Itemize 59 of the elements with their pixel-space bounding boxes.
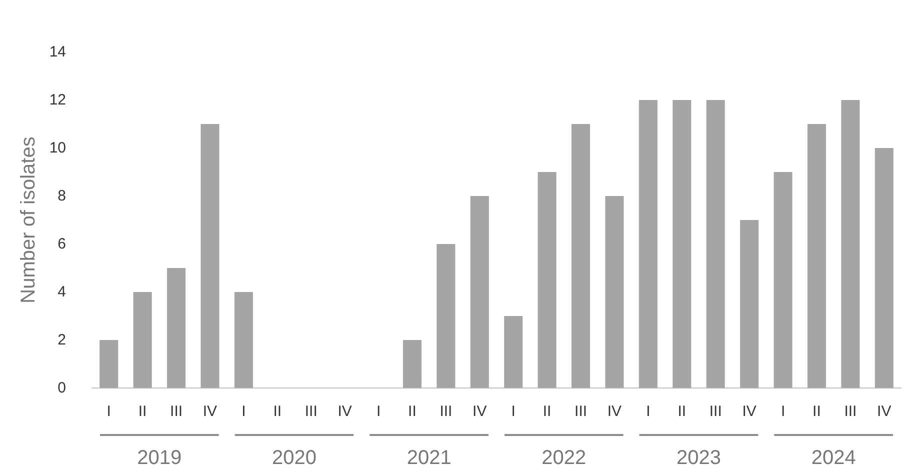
text: 2023 (676, 447, 721, 469)
bar (807, 124, 826, 388)
bar (504, 316, 523, 388)
x-tick-label: IV (472, 403, 487, 420)
bar (436, 244, 456, 388)
x-tick-label: II (138, 403, 147, 420)
x-tick-label: IV (338, 403, 352, 420)
bar (672, 100, 692, 388)
x-tick-label: IV (607, 403, 622, 420)
y-tick-label: 0 (58, 380, 66, 396)
text: 2021 (406, 447, 452, 469)
x-tick-label: III (574, 403, 588, 420)
x-tick-label: II (812, 403, 821, 420)
y-tick-label: 14 (49, 44, 66, 60)
x-tick-label: I (511, 403, 516, 420)
x-tick-label: I (780, 403, 786, 420)
bar (774, 172, 792, 388)
y-tick-label: 4 (58, 284, 66, 300)
bar (638, 100, 658, 388)
y-tick-label: 8 (58, 188, 66, 204)
bar (133, 292, 152, 388)
x-tick-label: III (440, 403, 452, 420)
text: 2022 (542, 447, 586, 469)
y-tick-label: 2 (58, 332, 66, 348)
x-tick-label: II (273, 403, 282, 420)
bar (470, 196, 489, 388)
x-tick-label: III (844, 403, 857, 420)
y-tick-label: 6 (58, 236, 66, 252)
bar (100, 340, 118, 388)
x-tick-label: I (106, 403, 111, 420)
x-tick-label: IV (877, 403, 892, 420)
text: 2024 (811, 447, 856, 469)
y-tick-label: 10 (49, 140, 66, 156)
text: 2020 (272, 447, 316, 469)
bar (538, 172, 556, 388)
bar (740, 220, 759, 388)
bar (402, 340, 422, 388)
bar (605, 196, 624, 388)
bar (200, 124, 220, 388)
x-tick-label: II (678, 403, 686, 420)
bar (874, 148, 894, 388)
x-tick-label: II (408, 403, 416, 420)
bar (234, 292, 253, 388)
y-tick-label: 12 (49, 92, 66, 108)
bar (841, 100, 860, 388)
bar (572, 124, 590, 388)
x-tick-label: III (709, 403, 722, 420)
x-tick-label: I (376, 403, 381, 420)
y-axis-title: Number of isolates (17, 136, 40, 304)
text: 2019 (137, 447, 182, 469)
x-tick-label: I (242, 403, 246, 420)
x-tick-label: IV (202, 403, 218, 420)
x-tick-label: III (304, 403, 318, 420)
x-tick-label: I (646, 403, 650, 420)
x-tick-label: IV (742, 403, 756, 420)
x-tick-label: II (542, 403, 552, 420)
x-tick-label: III (170, 403, 183, 420)
bar (167, 268, 186, 388)
bar (706, 100, 725, 388)
